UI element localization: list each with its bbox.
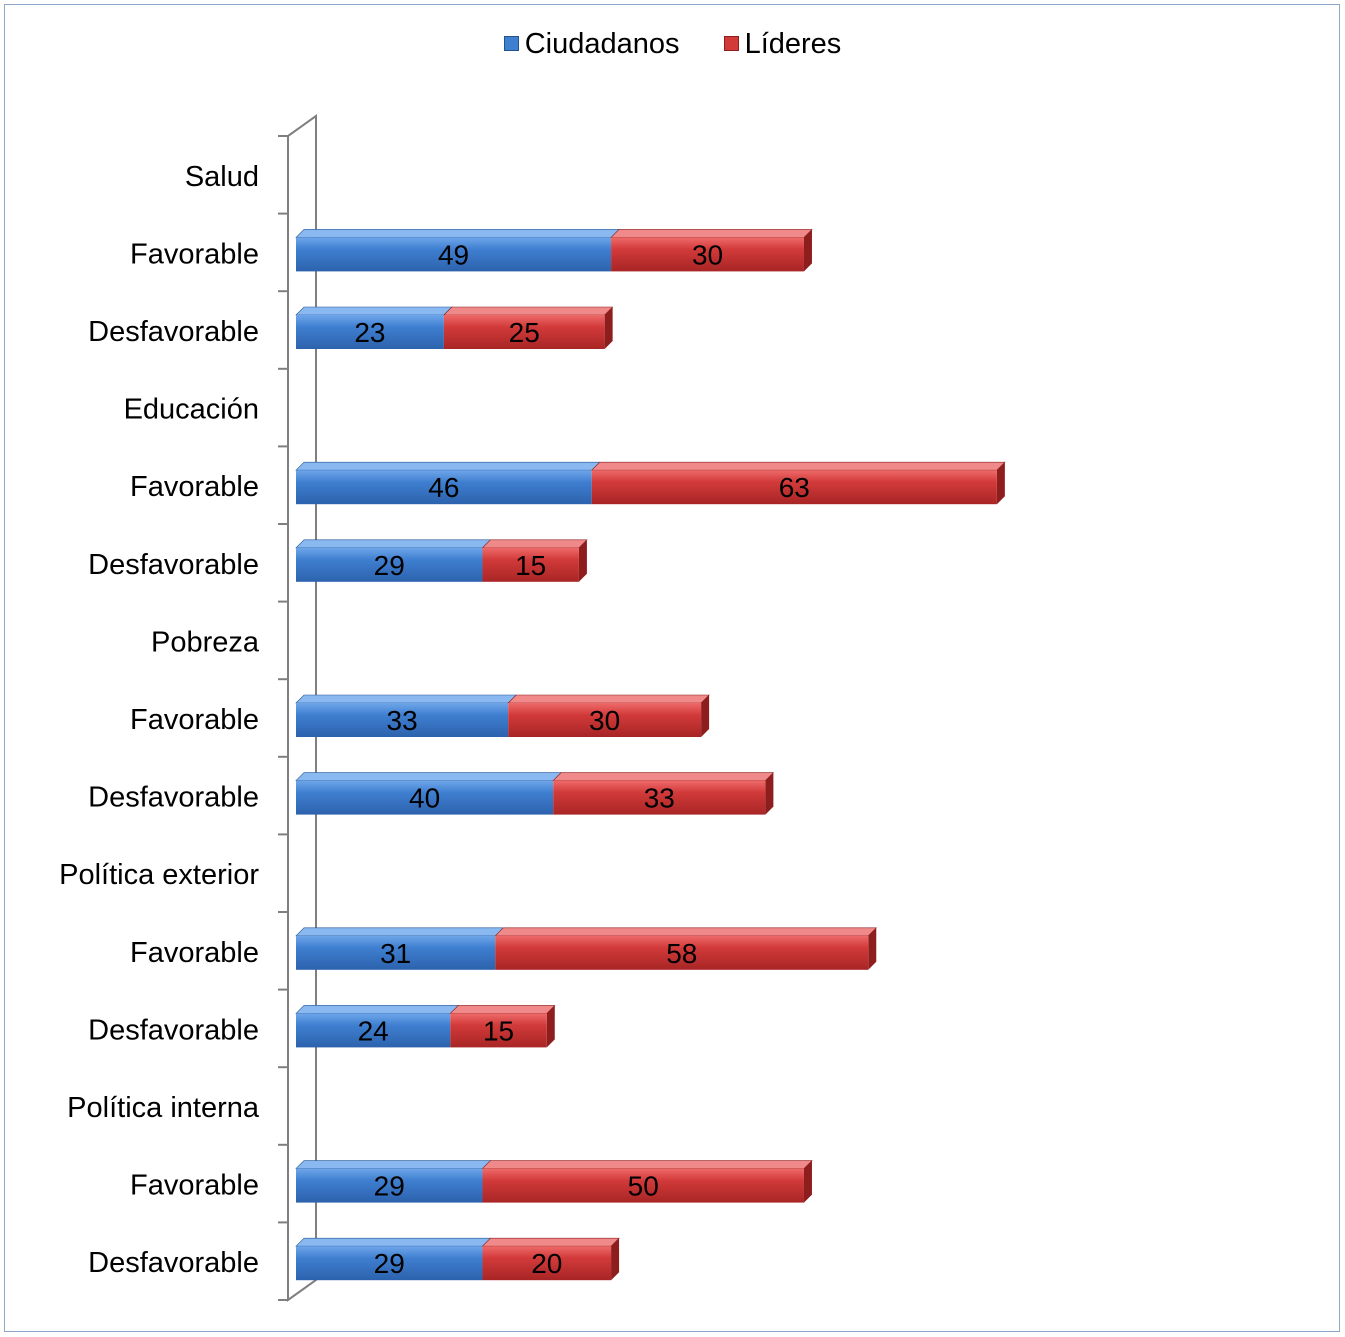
- bar-top-face: [295, 1005, 460, 1014]
- data-label: 29: [374, 550, 405, 581]
- data-label: 23: [354, 317, 385, 348]
- chart-frame: [4, 4, 1340, 1332]
- data-label: 50: [628, 1171, 659, 1202]
- bar-side-face: [578, 539, 587, 582]
- data-label: 33: [644, 783, 675, 814]
- data-label: 29: [374, 1248, 405, 1279]
- bar-top-face: [481, 1160, 813, 1169]
- data-label: 30: [692, 239, 723, 270]
- bar-top-face: [295, 1160, 492, 1169]
- bar-top-face: [295, 539, 492, 549]
- data-label: 49: [438, 239, 469, 270]
- bar-lideres: [611, 237, 804, 272]
- bar-side-face: [765, 772, 774, 815]
- category-label: Favorable: [130, 1170, 259, 1202]
- bar-lideres: [591, 470, 997, 505]
- data-label: 15: [515, 550, 546, 581]
- legend-label-lideres: Líderes: [744, 28, 842, 60]
- bar-top-face: [295, 461, 601, 471]
- data-label: 25: [509, 317, 540, 348]
- bar-top-face: [481, 539, 588, 549]
- legend-item-ciudadanos: Ciudadanos: [503, 28, 680, 61]
- bar-side-face: [803, 1160, 812, 1203]
- bar-top-face: [591, 461, 1006, 471]
- bar-top-face: [610, 229, 813, 238]
- data-label: 24: [358, 1015, 389, 1046]
- bar-lideres: [482, 1246, 612, 1281]
- bar-side-face: [868, 927, 877, 970]
- bar-ciudadanos: [296, 470, 592, 505]
- value-labels: 49 30 23 25 46 63 29 15 33 30 40 33 31 58 24 15 29 50 29 20: [354, 239, 810, 1279]
- data-label: 31: [380, 938, 411, 969]
- bars: [295, 229, 1006, 1281]
- bar-top-face: [295, 772, 562, 781]
- bar-side-face: [996, 462, 1005, 505]
- bar-top-face: [295, 927, 505, 937]
- bar-ciudadanos: [296, 1246, 483, 1281]
- legend-item-lideres: Líderes: [723, 28, 842, 61]
- bar-top-face: [295, 229, 620, 238]
- bar-ciudadanos: [296, 1013, 451, 1048]
- bar-top-face: [295, 306, 453, 316]
- data-label: 29: [374, 1171, 405, 1202]
- bar-top-face: [295, 1237, 492, 1247]
- bar-top-face: [494, 927, 877, 937]
- bar-lideres: [508, 703, 702, 737]
- bar-top-face: [295, 694, 517, 704]
- legend-swatch-lideres: [723, 35, 739, 51]
- chart-legend: Ciudadanos Líderes: [0, 28, 1345, 61]
- bar-ciudadanos: [296, 703, 509, 737]
- bar-ciudadanos: [296, 315, 444, 349]
- bar-top-face: [449, 1005, 556, 1014]
- bar-ciudadanos: [296, 1168, 483, 1203]
- data-label: 46: [428, 472, 459, 503]
- bar-side-face: [546, 1005, 555, 1048]
- category-label: Favorable: [130, 471, 259, 503]
- bar-top-face: [481, 1237, 620, 1247]
- category-label: Política exterior: [59, 859, 259, 891]
- category-label: Favorable: [130, 937, 259, 969]
- category-label: Desfavorable: [88, 1014, 259, 1046]
- category-labels: Salud Favorable Desfavorable Educación Favor…: [59, 161, 260, 1279]
- bar-ciudadanos: [296, 237, 612, 272]
- bar-side-face: [604, 307, 613, 349]
- bar-side-face: [611, 1238, 620, 1281]
- bar-top-face: [443, 306, 614, 316]
- legend-label-ciudadanos: Ciudadanos: [524, 28, 680, 60]
- category-label: Desfavorable: [88, 549, 259, 581]
- category-label: Favorable: [130, 704, 259, 736]
- category-label: Educación: [124, 394, 259, 426]
- data-label: 15: [483, 1015, 514, 1046]
- bar-side-face: [701, 695, 710, 737]
- category-label: Desfavorable: [88, 782, 259, 814]
- bar-ciudadanos: [296, 780, 554, 815]
- category-label: Desfavorable: [88, 1247, 259, 1279]
- category-label: Salud: [185, 161, 259, 193]
- legend-swatch-ciudadanos: [503, 35, 519, 51]
- bar-lideres: [553, 780, 766, 815]
- bar-lideres: [450, 1013, 547, 1048]
- bar-side-face: [803, 229, 812, 272]
- bar-top-face: [552, 772, 775, 781]
- data-label: 20: [531, 1248, 562, 1279]
- bar-lideres: [482, 1168, 804, 1203]
- bar-ciudadanos: [296, 935, 496, 970]
- bar-lideres: [443, 315, 605, 349]
- data-label: 40: [409, 783, 440, 814]
- data-label: 58: [666, 938, 697, 969]
- bar-ciudadanos: [296, 547, 483, 582]
- category-label: Política interna: [67, 1092, 260, 1124]
- bar-lideres: [482, 547, 579, 582]
- data-label: 63: [779, 472, 810, 503]
- bar-top-face: [507, 694, 710, 704]
- category-label: Pobreza: [151, 626, 260, 658]
- bar-lideres: [495, 935, 869, 970]
- category-label: Favorable: [130, 238, 259, 270]
- data-label: 30: [589, 705, 620, 736]
- data-label: 33: [387, 705, 418, 736]
- category-label: Desfavorable: [88, 316, 259, 348]
